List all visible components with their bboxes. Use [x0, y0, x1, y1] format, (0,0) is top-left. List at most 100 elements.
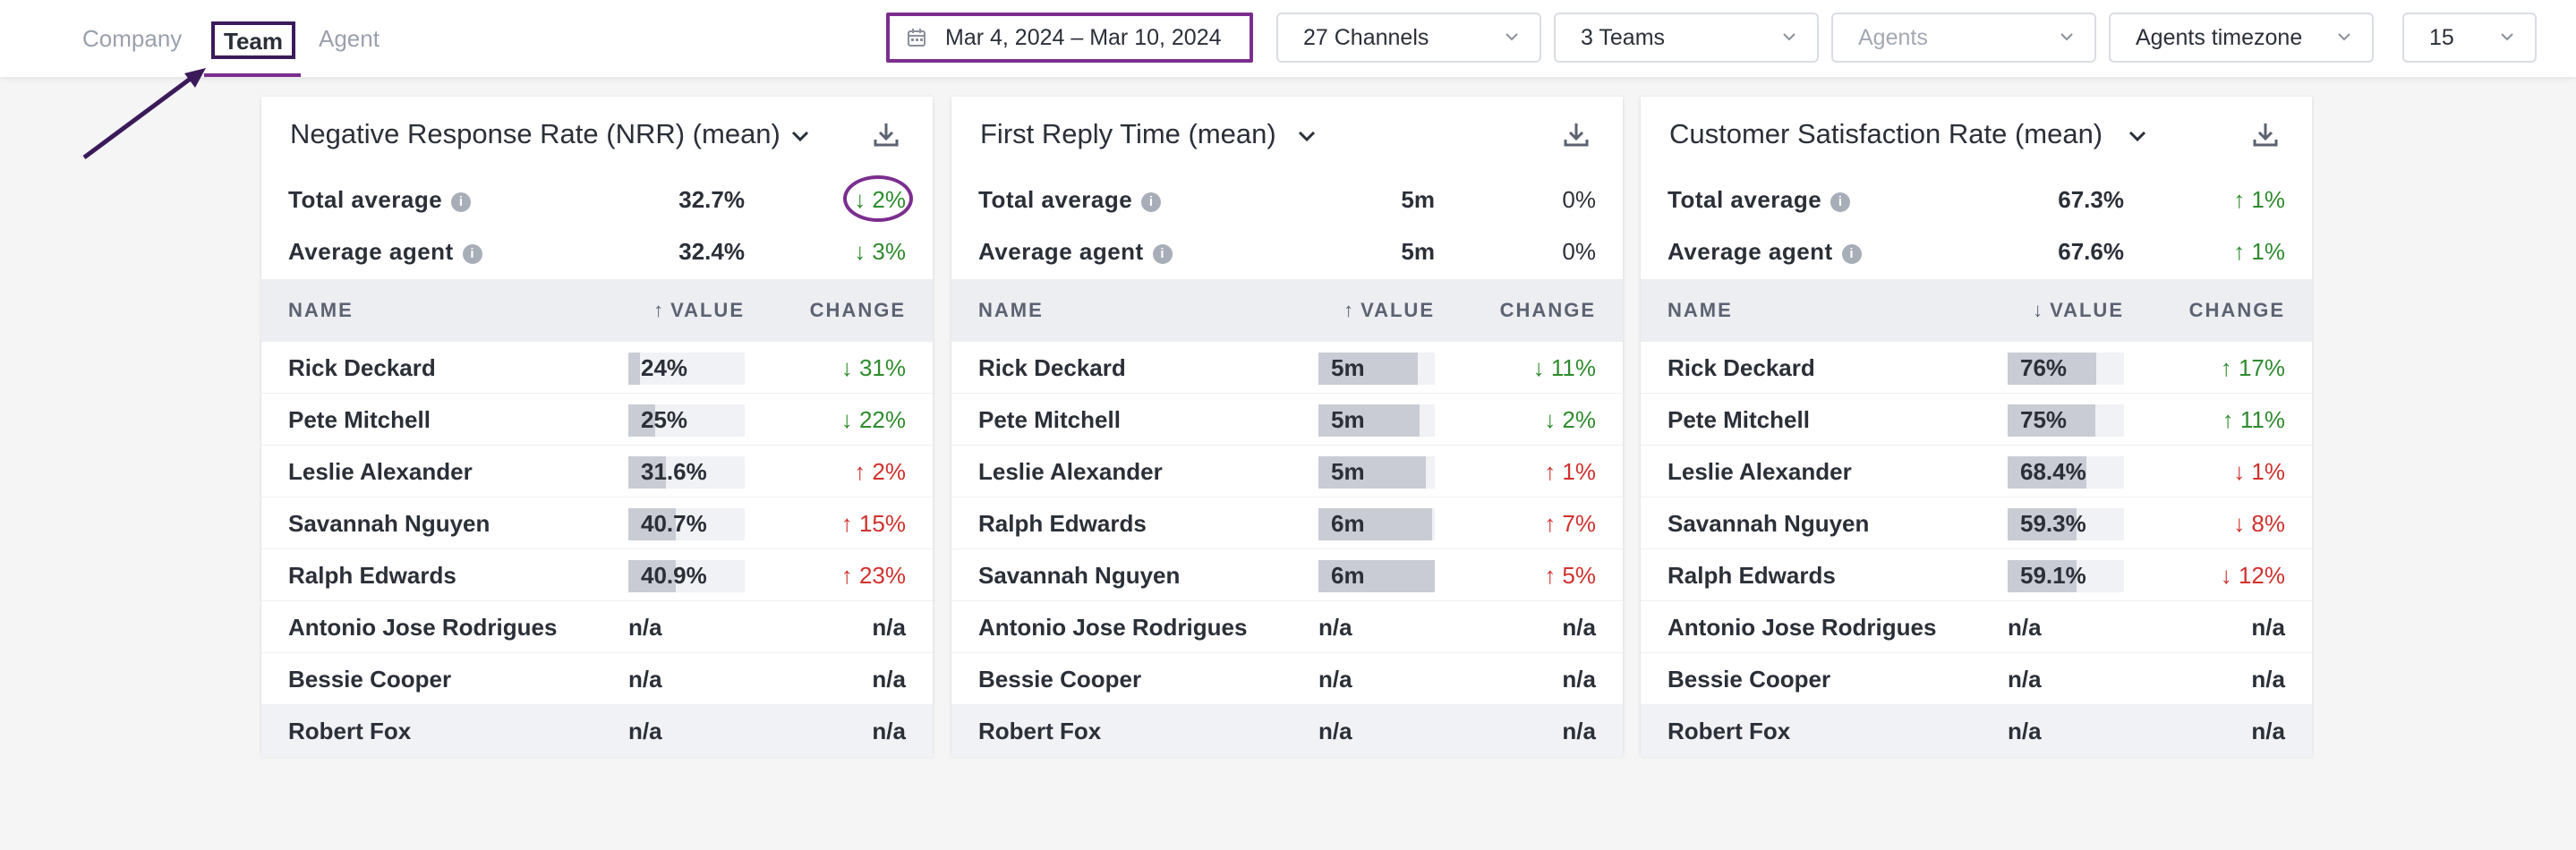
row-change: n/a — [2251, 666, 2285, 693]
table-row: Pete Mitchell 5m ↓ 2% — [951, 394, 1623, 446]
table-row: Pete Mitchell 75% ↑ 11% — [1641, 394, 2312, 446]
channels-select[interactable]: 27 Channels — [1276, 13, 1541, 63]
panel-title: Customer Satisfaction Rate (mean) — [1669, 118, 2103, 149]
value-bar-fill — [2008, 353, 2096, 385]
info-icon[interactable]: i — [1830, 192, 1851, 212]
column-header-change[interactable]: CHANGE — [1499, 299, 1596, 321]
row-value: n/a — [628, 718, 662, 744]
chevron-down-icon[interactable] — [1294, 123, 1319, 149]
annotation-arrow-icon — [82, 68, 206, 160]
row-value: n/a — [1318, 614, 1352, 641]
agents-select[interactable]: Agents — [1831, 13, 2096, 63]
timezone-value: Agents timezone — [2136, 24, 2303, 50]
value-bar-fill — [628, 353, 640, 385]
download-icon[interactable] — [2251, 120, 2280, 149]
column-header-value-label: VALUE — [670, 299, 745, 321]
column-header-change[interactable]: CHANGE — [809, 299, 906, 321]
value-bar: 24% — [628, 353, 745, 385]
column-header-value-label: VALUE — [2050, 299, 2124, 321]
row-change: ↓ 11% — [1532, 354, 1596, 381]
value-bar: 25% — [628, 404, 745, 437]
column-header-name[interactable]: NAME — [978, 299, 1044, 321]
chevron-down-icon[interactable] — [788, 123, 813, 149]
summary-total-value: 67.3% — [2058, 186, 2124, 213]
column-header-name[interactable]: NAME — [1668, 299, 1733, 321]
column-header-name[interactable]: NAME — [288, 299, 354, 321]
timezone-select[interactable]: Agents timezone — [2109, 13, 2374, 63]
value-bar-fill — [628, 508, 676, 540]
value-bar: 68.4% — [2008, 456, 2124, 489]
value-bar: 76% — [2008, 353, 2124, 385]
info-icon[interactable]: i — [1141, 192, 1162, 212]
summary-total-label: Total average — [288, 186, 443, 213]
tab-team[interactable]: Team — [211, 21, 295, 59]
calendar-icon — [908, 29, 925, 47]
download-icon[interactable] — [872, 120, 900, 149]
download-icon[interactable] — [1562, 120, 1591, 149]
row-change: ↓ 2% — [1544, 406, 1596, 433]
row-change: n/a — [2251, 614, 2285, 641]
tab-agent[interactable]: Agent — [319, 25, 380, 52]
row-change: ↓ 8% — [2233, 510, 2285, 537]
row-value: 68.4% — [2020, 458, 2086, 485]
row-value: 40.7% — [641, 510, 707, 537]
summary-agent-value: 5m — [1401, 238, 1435, 265]
row-change: n/a — [2251, 718, 2285, 744]
info-icon[interactable]: i — [462, 244, 482, 264]
row-name: Robert Fox — [288, 718, 412, 744]
table-row: Antonio Jose Rodrigues n/a n/a — [1641, 601, 2312, 653]
table-row: Leslie Alexander 31.6% ↑ 2% — [261, 446, 933, 497]
row-change: n/a — [872, 614, 906, 641]
row-value: 25% — [641, 406, 688, 433]
summary-total-row: Total average i 67.3% ↑ 1% — [1641, 174, 2312, 225]
table-row: Ralph Edwards 40.9% ↑ 23% — [261, 549, 933, 601]
table-header: NAME ↓ VALUE CHANGE — [1641, 279, 2312, 342]
tab-company[interactable]: Company — [82, 25, 183, 52]
value-bar: 6m — [1318, 560, 1435, 592]
column-header-value[interactable]: ↑ VALUE — [1343, 299, 1435, 322]
row-value: n/a — [2008, 718, 2042, 744]
value-bar-fill — [1318, 404, 1420, 437]
table-row: Rick Deckard 76% ↑ 17% — [1641, 342, 2312, 394]
column-header-change[interactable]: CHANGE — [2188, 299, 2285, 321]
row-name: Leslie Alexander — [978, 458, 1163, 485]
row-change: ↑ 17% — [2220, 354, 2285, 381]
value-bar-fill — [628, 404, 655, 437]
page-size-select[interactable]: 15 — [2402, 13, 2537, 63]
column-header-value[interactable]: ↓ VALUE — [2033, 299, 2124, 322]
value-bar: 59.3% — [2008, 508, 2124, 540]
row-name: Ralph Edwards — [978, 510, 1147, 537]
chevron-down-icon[interactable] — [2125, 123, 2150, 149]
row-change: ↑ 11% — [2222, 406, 2285, 433]
row-value: 5m — [1331, 354, 1365, 381]
row-value: n/a — [2008, 666, 2042, 693]
row-change: ↑ 2% — [854, 458, 906, 485]
info-icon[interactable]: i — [451, 192, 472, 212]
chevron-down-icon — [1506, 33, 1518, 41]
table-row: Robert Fox n/a n/a — [951, 705, 1623, 757]
row-change: n/a — [872, 666, 906, 693]
row-name: Rick Deckard — [978, 354, 1126, 381]
summary-agent-value: 32.4% — [678, 238, 745, 265]
table-row: Rick Deckard 24% ↓ 31% — [261, 342, 933, 394]
row-change: n/a — [872, 718, 906, 744]
summary-agent-change: 0% — [1562, 238, 1596, 265]
value-bar: 6m — [1318, 508, 1435, 540]
info-icon[interactable]: i — [1841, 244, 1862, 264]
row-value: n/a — [2008, 614, 2042, 641]
column-header-value[interactable]: ↑ VALUE — [653, 299, 745, 322]
row-name: Bessie Cooper — [288, 666, 452, 693]
info-icon[interactable]: i — [1152, 244, 1173, 264]
row-change: ↑ 7% — [1544, 510, 1596, 537]
row-change: ↑ 1% — [1544, 458, 1596, 485]
row-name: Robert Fox — [1668, 718, 1791, 744]
row-change: ↓ 12% — [2220, 562, 2285, 589]
row-change: ↓ 1% — [2233, 458, 2285, 485]
teams-select[interactable]: 3 Teams — [1554, 13, 1819, 63]
annotation-circle — [843, 175, 913, 222]
column-header-value-label: VALUE — [1361, 299, 1435, 321]
row-value: 75% — [2020, 406, 2068, 433]
summary-agent-label: Average agent — [1668, 238, 1833, 265]
value-bar: 5m — [1318, 404, 1435, 437]
date-range-picker[interactable]: Mar 4, 2024 – Mar 10, 2024 — [886, 13, 1253, 63]
